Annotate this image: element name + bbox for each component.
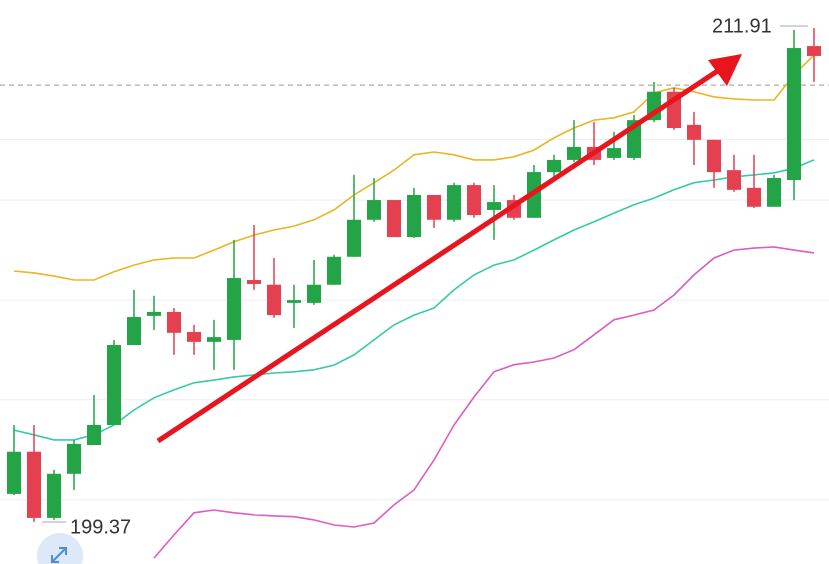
candle-body [267,284,281,316]
candle-body [87,424,101,446]
bands [13,54,815,559]
band-line [153,246,815,559]
candle-body [187,332,201,342]
candle-body [727,170,741,190]
candle-body [467,185,481,216]
candle-body [547,159,561,173]
arrow-shaft [156,65,724,444]
candle-body [347,219,361,257]
grid [0,84,829,501]
candles [7,27,821,522]
candle-body [807,46,821,56]
candle-body [307,284,321,303]
min-label: 199.37 [70,516,131,538]
candle-body [7,451,21,494]
candle-body [47,473,61,518]
candle-body [447,185,461,220]
candle-body [107,345,121,425]
candle-body [227,278,241,340]
trend-arrow [156,54,742,444]
candle-body [487,202,501,210]
candle-body [127,317,141,346]
candle-body [207,337,221,342]
candle-body [427,194,441,220]
candle-body [27,451,41,518]
candle-body [287,300,301,303]
max-label: 211.91 [712,15,772,37]
candle-body [707,139,721,173]
candle-body [787,48,801,180]
arrow-head [708,54,742,86]
candle-body [607,148,621,158]
candle-body [67,443,81,474]
button-icon[interactable] [51,547,67,563]
candle-body [167,311,181,333]
candle-body [747,187,761,207]
expand-button[interactable] [37,533,83,564]
candle-body [147,311,161,316]
band-line [13,159,815,441]
band-line [13,54,815,281]
candle-body [247,280,261,284]
candle-body [567,146,581,160]
candle-body [387,200,401,238]
candle-body [687,124,701,140]
candle-body [367,200,381,220]
candle-body [327,256,341,285]
candle-body [407,194,421,238]
candle-body [767,178,781,207]
